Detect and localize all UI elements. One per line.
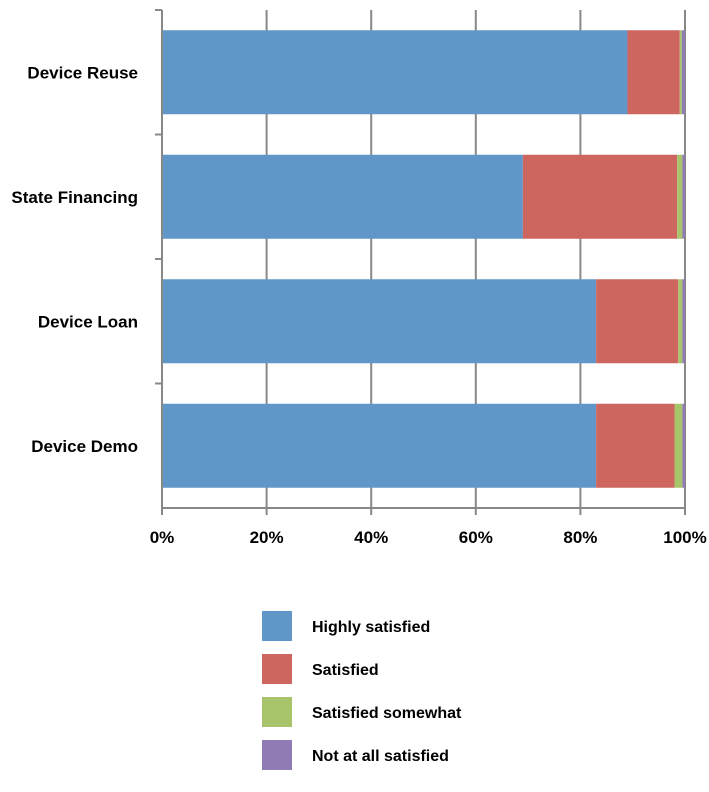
category-label: Device Demo <box>31 437 138 456</box>
bar-segment <box>162 154 523 239</box>
axes <box>155 9 686 515</box>
category-labels: Device Reuse State Financing Device Loan De… <box>11 63 138 456</box>
legend-label: Highly satisfied <box>312 619 430 636</box>
legend: Highly satisfied Satisfied Satisfied somew… <box>262 611 462 770</box>
x-tick-label: 40% <box>354 528 388 547</box>
legend-swatch <box>262 611 292 641</box>
bar-segment <box>162 403 597 488</box>
bar-segment <box>596 279 679 364</box>
bar-segment <box>677 154 683 239</box>
category-label: State Financing <box>11 188 138 207</box>
legend-swatch <box>262 654 292 684</box>
bar-segment <box>681 30 685 115</box>
category-label: Device Reuse <box>27 63 138 82</box>
legend-swatch <box>262 697 292 727</box>
x-tick-label: 80% <box>563 528 597 547</box>
bar-segment <box>596 403 675 488</box>
legend-label: Satisfied somewhat <box>312 705 462 722</box>
bar-segment <box>682 279 685 364</box>
x-tick-label: 20% <box>250 528 284 547</box>
bar-segment <box>682 154 685 239</box>
x-tick-label: 100% <box>663 528 706 547</box>
bars <box>162 30 685 488</box>
bar-segment <box>522 154 678 239</box>
bar-segment <box>162 279 597 364</box>
bar-segment <box>682 403 685 488</box>
bar-segment <box>162 30 628 115</box>
legend-label: Not at all satisfied <box>312 748 449 765</box>
x-tick-label: 0% <box>150 528 175 547</box>
bar-segment <box>679 30 682 115</box>
legend-swatch <box>262 740 292 770</box>
bar-segment <box>678 279 683 364</box>
category-label: Device Loan <box>38 312 138 331</box>
x-tick-label: 60% <box>459 528 493 547</box>
x-tick-labels: 0% 20% 40% 60% 80% 100% <box>150 528 707 547</box>
bar-segment <box>627 30 680 115</box>
bar-segment <box>674 403 683 488</box>
legend-label: Satisfied <box>312 662 379 679</box>
